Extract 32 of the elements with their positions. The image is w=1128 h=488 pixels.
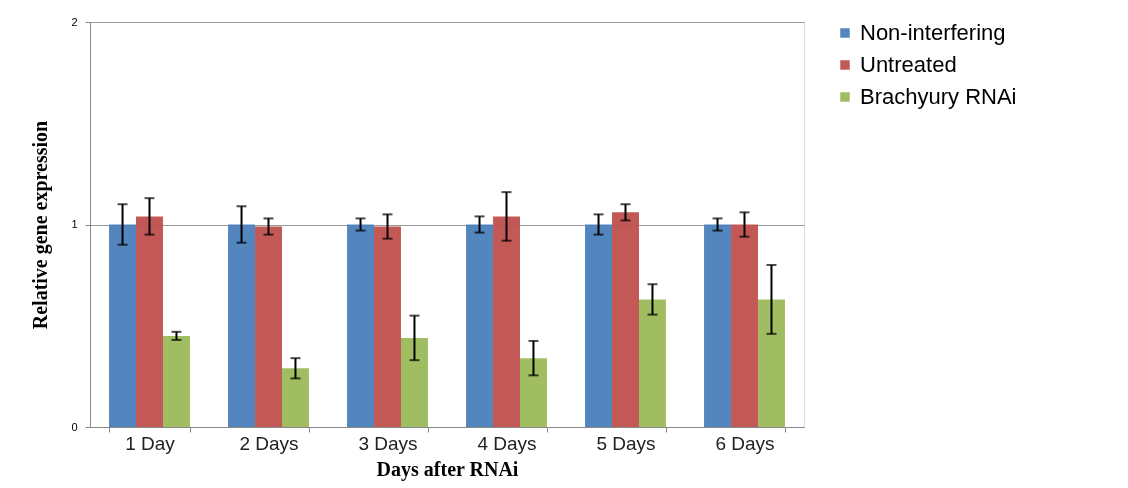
bar bbox=[757, 299, 785, 427]
x-tick-label: 4 Days bbox=[477, 432, 537, 454]
bar bbox=[228, 224, 256, 427]
y-tick-label: 2 bbox=[71, 15, 78, 28]
bar bbox=[109, 224, 137, 427]
bar bbox=[585, 224, 613, 427]
bar bbox=[347, 224, 375, 427]
bar bbox=[612, 212, 639, 427]
legend-label: Untreated bbox=[860, 52, 957, 77]
x-tick-label: 3 Days bbox=[358, 432, 418, 454]
y-axis-title: Relative gene expression bbox=[29, 120, 53, 330]
x-axis-title: Days after RNAi bbox=[376, 457, 519, 481]
bar bbox=[281, 368, 309, 427]
bar bbox=[255, 226, 282, 427]
bar bbox=[162, 335, 190, 427]
bar bbox=[731, 224, 758, 427]
x-tick-label: 6 Days bbox=[715, 432, 775, 454]
legend-label: Brachyury RNAi bbox=[860, 84, 1017, 109]
y-tick-label: 1 bbox=[71, 218, 78, 230]
x-tick-label: 5 Days bbox=[596, 432, 656, 454]
bar bbox=[400, 337, 428, 427]
x-tick-label: 2 Days bbox=[239, 432, 299, 454]
bar bbox=[493, 216, 520, 427]
bar bbox=[374, 226, 401, 427]
legend-label: Non-interfering bbox=[860, 20, 1006, 45]
bar bbox=[466, 224, 494, 427]
bar bbox=[519, 358, 547, 427]
bar bbox=[136, 216, 163, 427]
y-tick-label: 0 bbox=[71, 420, 78, 433]
x-tick-label: 1 Day bbox=[125, 432, 176, 454]
bar bbox=[638, 299, 666, 427]
bar bbox=[704, 224, 732, 427]
